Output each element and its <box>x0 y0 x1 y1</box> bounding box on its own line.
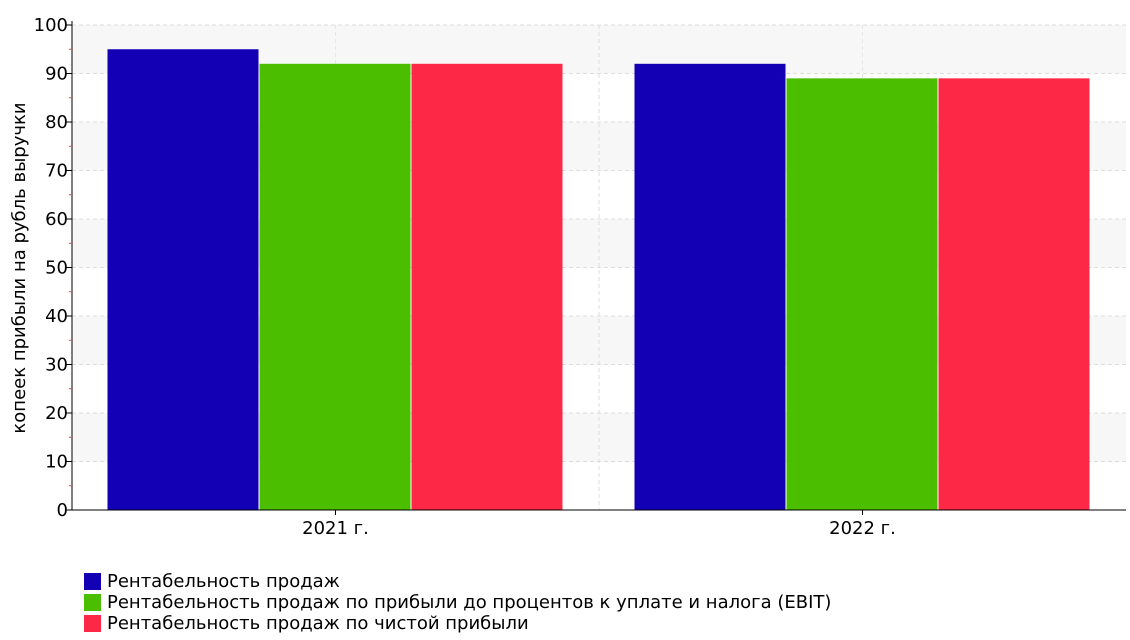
bars <box>107 49 1090 511</box>
bar <box>107 49 259 510</box>
y-tick-label: 60 <box>45 209 68 230</box>
y-tick-label: 100 <box>34 15 68 36</box>
legend-label: Рентабельность продаж по чистой прибыли <box>107 613 529 634</box>
bar <box>938 78 1090 510</box>
legend-label: Рентабельность продаж по прибыли до проц… <box>107 592 832 613</box>
axes <box>66 21 1126 515</box>
y-tick-label: 30 <box>45 355 68 376</box>
y-tick-label: 70 <box>45 161 68 182</box>
x-tick-label: 2022 г. <box>829 518 896 539</box>
legend-item: Рентабельность продаж по прибыли до проц… <box>84 592 831 613</box>
y-tick-label: 90 <box>45 64 68 85</box>
x-tick-labels: 2021 г. 2022 г. <box>302 518 896 539</box>
x-tick-label: 2021 г. <box>302 518 369 539</box>
legend-swatch <box>84 573 101 590</box>
bar <box>786 78 938 510</box>
legend-item: Рентабельность продаж по чистой прибыли <box>84 613 831 634</box>
bar <box>411 63 563 511</box>
bar <box>634 63 786 511</box>
y-tick-label: 80 <box>45 112 68 133</box>
legend-swatch <box>84 594 101 611</box>
y-tick-label: 0 <box>57 500 68 521</box>
legend-swatch <box>84 615 101 632</box>
legend-item: Рентабельность продаж <box>84 571 831 592</box>
y-tick-label: 10 <box>45 452 68 473</box>
legend-label: Рентабельность продаж <box>107 571 340 592</box>
bar-chart: 0 10 20 30 40 50 60 70 80 90 100 2021 г. 2022 г. ко… <box>9 15 1126 539</box>
y-tick-label: 20 <box>45 403 68 424</box>
bar <box>259 63 411 511</box>
legend: Рентабельность продаж Рентабельность прод… <box>84 571 831 634</box>
y-tick-label: 40 <box>45 306 68 327</box>
y-axis-title: копеек прибыли на рубль выручки <box>9 102 30 433</box>
y-tick-label: 50 <box>45 258 68 279</box>
y-tick-labels: 0 10 20 30 40 50 60 70 80 90 100 <box>34 15 68 521</box>
